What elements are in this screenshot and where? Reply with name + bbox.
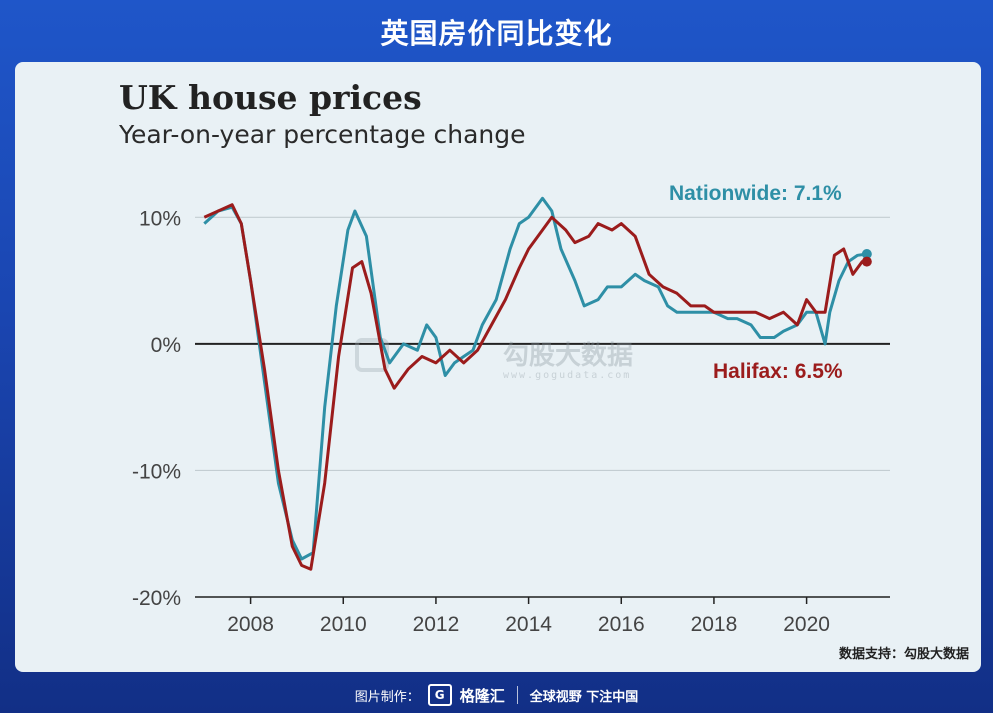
line-chart: 10%0%-10%-20% 2008 2010 2012 2014 2016 2018 20…	[132, 182, 890, 636]
footer-brand: 格隆汇	[459, 686, 505, 705]
data-credit: 数据支持：勾股大数据	[838, 647, 969, 662]
y-tick-label: -10%	[132, 460, 181, 483]
series-label-nationwide: Nationwide: 7.1%	[669, 182, 842, 205]
y-tick-labels: 10% 0% -10% -20%	[132, 207, 181, 610]
x-tick-labels: 2008 2010 2012 2014 2016 2018 2020	[227, 597, 830, 636]
x-tick-label: 2010	[320, 613, 367, 636]
watermark-url: www.gogudata.com	[503, 370, 631, 381]
brand-logo-icon: G	[427, 684, 452, 706]
chart-subtitle: Year-on-year percentage change	[119, 120, 526, 149]
x-tick-label: 2014	[505, 613, 552, 636]
x-tick-label: 2020	[783, 613, 830, 636]
footer-divider	[516, 686, 518, 704]
footer-prefix: 图片制作：	[354, 689, 420, 705]
y-tick-label: 10%	[139, 207, 181, 230]
footer: 图片制作： G 格隆汇 全球视野 下注中国	[0, 682, 993, 708]
footer-slogan: 全球视野 下注中国	[529, 689, 639, 705]
chart-card: UK house prices Year-on-year percentage …	[15, 62, 981, 672]
x-tick-label: 2018	[691, 613, 738, 636]
y-tick-label: -20%	[132, 587, 181, 610]
series-line-nationwide	[203, 196, 868, 561]
watermark: 勾股大数据 www.gogudata.com	[355, 338, 633, 381]
series-label-halifax: Halifax: 6.5%	[713, 360, 843, 383]
grid-lines	[195, 216, 890, 598]
y-tick-label: 0%	[151, 334, 181, 357]
chart-title: UK house prices	[119, 78, 422, 117]
x-tick-label: 2008	[227, 613, 274, 636]
series-end-dot-halifax	[861, 256, 872, 267]
series-end-dot-nationwide	[861, 249, 872, 260]
watermark-brand: 勾股大数据	[503, 341, 633, 371]
series-line-halifax	[203, 203, 867, 571]
header-title: 英国房价同比变化	[380, 17, 613, 50]
series-lines	[203, 196, 872, 571]
x-tick-label: 2016	[598, 613, 645, 636]
x-tick-label: 2012	[413, 613, 460, 636]
